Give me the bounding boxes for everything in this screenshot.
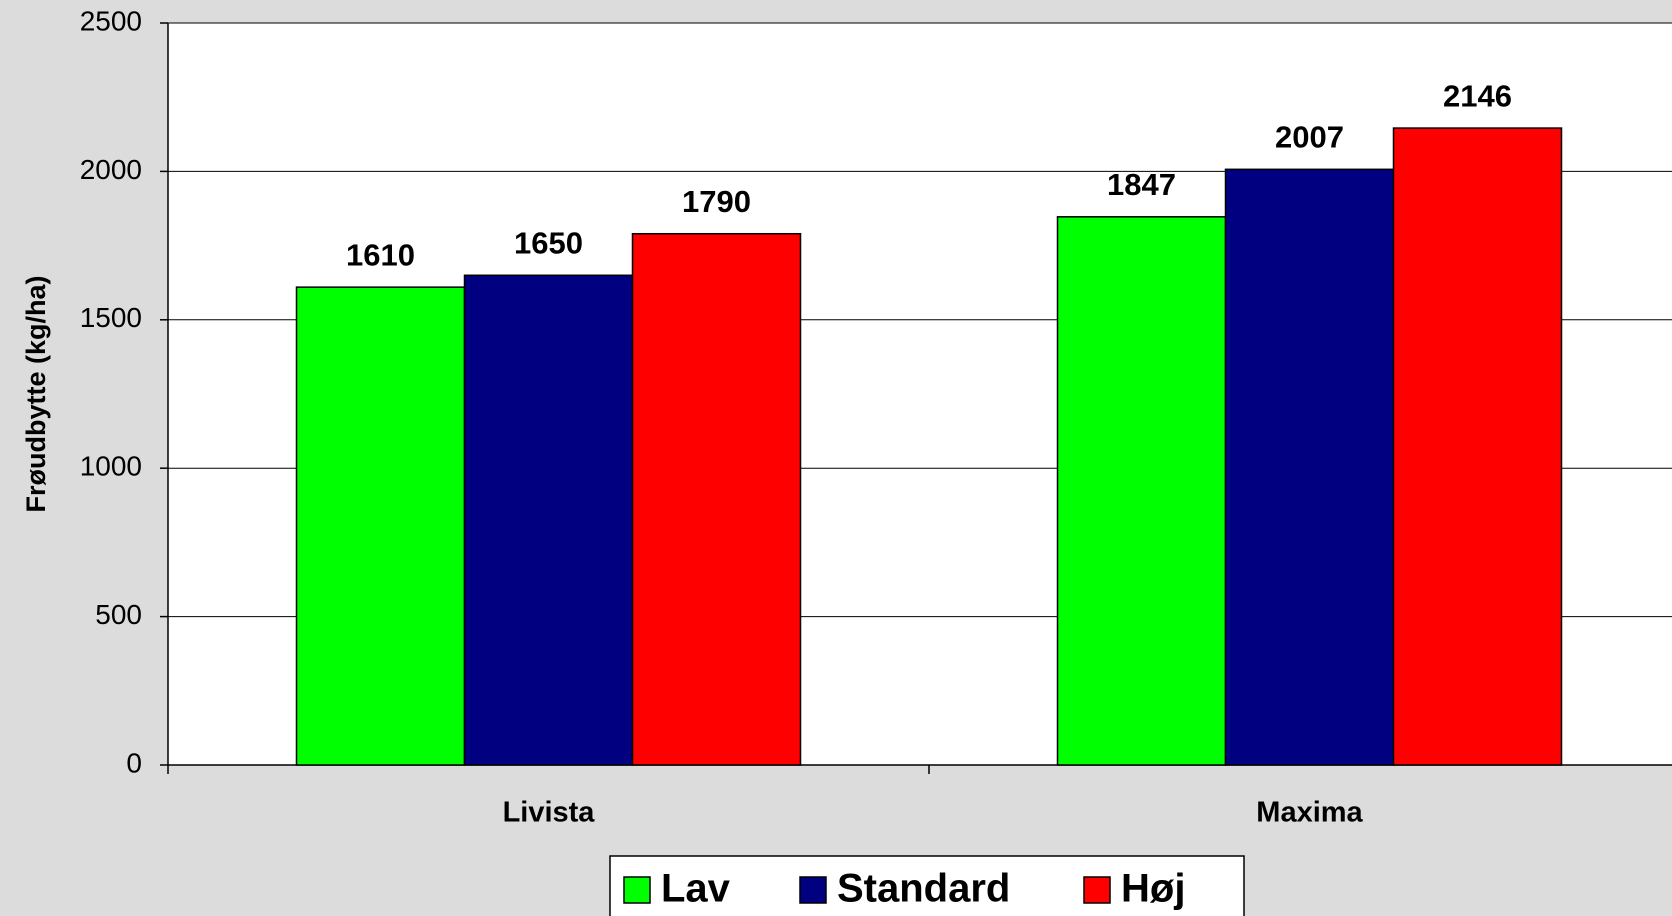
bar xyxy=(295,286,466,766)
data-label: 1790 xyxy=(682,184,751,219)
bar xyxy=(463,274,634,766)
data-label: 1650 xyxy=(514,225,583,260)
x-tick-label: Livista xyxy=(503,797,596,829)
x-tick-label: Maxima xyxy=(1256,797,1363,829)
legend-swatch xyxy=(799,876,827,904)
y-tick-label: 500 xyxy=(95,599,142,630)
y-tick-label: 2500 xyxy=(80,5,142,36)
y-axis-title: Frøudbytte (kg/ha) xyxy=(21,276,51,513)
bar xyxy=(631,232,802,766)
y-tick-label: 1000 xyxy=(80,451,142,482)
data-label: 1847 xyxy=(1107,167,1176,202)
legend-label: Standard xyxy=(837,867,1010,911)
y-tick-label: 1500 xyxy=(80,302,142,333)
data-label: 1610 xyxy=(346,237,415,272)
legend-swatch xyxy=(1083,876,1111,904)
legend-label: Lav xyxy=(661,867,731,911)
y-tick-label: 2000 xyxy=(80,154,142,185)
y-tick-label: 0 xyxy=(126,747,142,778)
bar xyxy=(1392,127,1563,766)
bar xyxy=(1056,216,1227,766)
data-label: 2007 xyxy=(1275,120,1344,155)
legend-swatch xyxy=(623,876,651,904)
legend-box xyxy=(609,855,1245,916)
bar xyxy=(1224,168,1395,766)
legend-label: Høj xyxy=(1121,867,1185,911)
data-label: 2146 xyxy=(1443,78,1512,113)
